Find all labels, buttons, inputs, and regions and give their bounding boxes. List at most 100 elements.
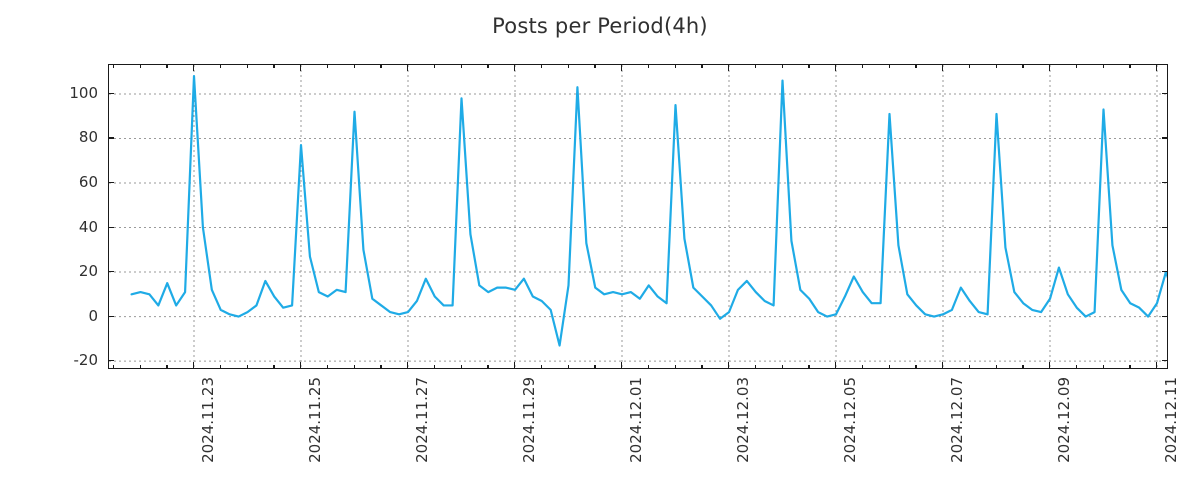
x-axis-tick-label: 2024.11.27 — [413, 377, 431, 463]
y-axis-tick-mark — [108, 315, 114, 317]
x-axis-minor-tick-mark — [567, 64, 569, 68]
y-axis-tick-mark — [108, 271, 114, 273]
x-axis-minor-tick-mark — [674, 365, 676, 369]
x-axis-minor-tick-mark — [1075, 64, 1078, 68]
grid-lines — [109, 65, 1167, 368]
y-axis-tick-label: 40 — [78, 217, 98, 236]
x-axis-minor-tick-mark — [647, 365, 650, 369]
data-series-line — [130, 75, 1167, 347]
x-axis-major-tick-mark — [300, 64, 302, 71]
x-axis-major-tick-mark — [728, 64, 730, 71]
x-axis-tick-label: 2024.12.09 — [1055, 377, 1073, 463]
x-axis-minor-tick-mark — [915, 64, 917, 68]
x-axis-minor-tick-mark — [219, 64, 222, 68]
x-axis-minor-tick-mark — [567, 365, 569, 369]
x-axis-major-tick-mark — [300, 362, 302, 369]
x-axis-minor-tick-mark — [968, 64, 971, 68]
x-axis-minor-tick-mark — [540, 64, 543, 68]
x-axis-minor-tick-mark — [246, 365, 248, 369]
x-axis-minor-tick-mark — [273, 365, 275, 369]
x-axis-minor-tick-mark — [112, 64, 115, 68]
x-axis-minor-tick-mark — [808, 365, 810, 369]
x-axis-minor-tick-mark — [968, 365, 971, 369]
y-axis-tick-mark — [108, 360, 114, 362]
chart-title: Posts per Period(4h) — [492, 14, 708, 38]
x-axis-minor-tick-mark — [487, 365, 489, 369]
x-axis-minor-tick-mark — [861, 365, 864, 369]
x-axis-minor-tick-mark — [353, 64, 355, 68]
x-axis-minor-tick-mark — [487, 64, 489, 68]
x-axis-minor-tick-mark — [139, 365, 141, 369]
y-axis-tick-mark — [1162, 181, 1168, 184]
x-axis-minor-tick-mark — [594, 365, 596, 369]
x-axis-minor-tick-mark — [781, 64, 783, 68]
y-axis-tick-mark — [108, 137, 114, 139]
x-axis-minor-tick-mark — [1022, 64, 1024, 68]
y-axis-tick-mark — [1162, 137, 1168, 139]
x-axis-minor-tick-mark — [674, 64, 676, 68]
x-axis-major-tick-mark — [835, 64, 837, 71]
x-axis-major-tick-mark — [1156, 362, 1158, 369]
y-axis-tick-mark — [108, 181, 114, 184]
x-axis-major-tick-mark — [621, 362, 623, 369]
x-axis-major-tick-mark — [193, 362, 195, 369]
plot-svg — [109, 65, 1167, 368]
x-axis-minor-tick-mark — [888, 64, 890, 68]
x-axis-minor-tick-mark — [139, 64, 141, 68]
x-axis-major-tick-mark — [1156, 64, 1158, 71]
x-axis-major-tick-mark — [835, 362, 837, 369]
y-axis-tick-label: -20 — [73, 351, 99, 370]
x-axis-tick-label: 2024.12.11 — [1162, 377, 1180, 463]
x-axis-minor-tick-mark — [1022, 365, 1024, 369]
x-axis-minor-tick-mark — [1102, 64, 1104, 68]
x-axis-minor-tick-mark — [647, 64, 650, 68]
x-axis-tick-label: 2024.12.05 — [841, 377, 859, 463]
x-axis-minor-tick-mark — [460, 64, 462, 68]
y-axis-tick-mark — [1162, 92, 1168, 95]
x-axis-major-tick-mark — [1049, 362, 1051, 369]
x-axis-minor-tick-mark — [995, 365, 997, 369]
x-axis-minor-tick-mark — [166, 365, 168, 369]
x-axis-minor-tick-mark — [460, 365, 462, 369]
x-axis-tick-label: 2024.11.25 — [306, 377, 324, 463]
x-axis-minor-tick-mark — [1129, 64, 1131, 68]
x-axis-tick-labels: 2024.11.23 2024.11.25 2024.11.27 2024.11.29… — [108, 369, 1180, 494]
x-axis-minor-tick-mark — [540, 365, 543, 369]
y-axis-tick-mark — [108, 92, 114, 95]
y-axis-tick-label: 20 — [78, 262, 98, 281]
x-axis-tick-label: 2024.12.01 — [627, 377, 645, 463]
x-axis-minor-tick-mark — [166, 64, 168, 68]
x-axis-minor-tick-mark — [1075, 365, 1078, 369]
x-axis-minor-tick-mark — [781, 365, 783, 369]
x-axis-minor-tick-mark — [219, 365, 222, 369]
x-axis-major-tick-mark — [621, 64, 623, 71]
y-axis-tick-mark — [108, 226, 114, 228]
x-axis-minor-tick-mark — [380, 365, 382, 369]
x-axis-minor-tick-mark — [701, 365, 703, 369]
x-axis-major-tick-mark — [514, 362, 516, 369]
x-axis-minor-tick-mark — [326, 365, 329, 369]
x-axis-minor-tick-mark — [273, 64, 275, 68]
x-axis-minor-tick-mark — [112, 365, 115, 369]
x-axis-major-tick-mark — [942, 362, 944, 369]
x-axis-minor-tick-mark — [915, 365, 917, 369]
plot-area — [108, 64, 1168, 369]
x-axis-minor-tick-mark — [246, 64, 248, 68]
x-axis-major-tick-mark — [407, 64, 409, 71]
y-axis-tick-mark — [1162, 360, 1168, 362]
x-axis-minor-tick-mark — [754, 64, 757, 68]
y-axis-tick-labels: -20 0 20 40 60 80 100 — [40, 64, 98, 369]
x-axis-minor-tick-mark — [995, 64, 997, 68]
x-axis-minor-tick-mark — [433, 365, 436, 369]
y-axis-tick-mark — [1162, 315, 1168, 317]
x-axis-minor-tick-mark — [808, 64, 810, 68]
x-axis-minor-tick-mark — [754, 365, 757, 369]
x-axis-minor-tick-mark — [861, 64, 864, 68]
x-axis-tick-label: 2024.12.07 — [948, 377, 966, 463]
x-axis-tick-label: 2024.12.03 — [734, 377, 752, 463]
x-axis-major-tick-mark — [193, 64, 195, 71]
x-axis-tick-label: 2024.11.29 — [520, 377, 538, 463]
x-axis-minor-tick-mark — [594, 64, 596, 68]
x-axis-major-tick-mark — [514, 64, 516, 71]
x-axis-minor-tick-mark — [888, 365, 890, 369]
